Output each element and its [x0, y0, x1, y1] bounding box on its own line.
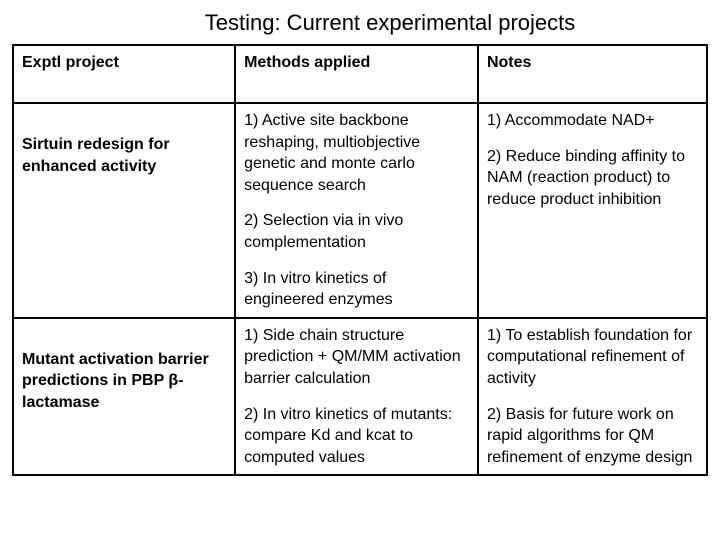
method-item: 3) In vitro kinetics of engineered enzym…: [244, 268, 469, 311]
header-notes: Notes: [478, 45, 707, 103]
note-item: 1) Accommodate NAD+: [487, 110, 698, 132]
methods-cell: 1) Side chain structure prediction + QM/…: [235, 318, 478, 476]
project-cell: Sirtuin redesign for enhanced activity: [13, 103, 235, 318]
table-header-row: Exptl project Methods applied Notes: [13, 45, 707, 103]
method-item: 2) Selection via in vivo complementation: [244, 210, 469, 253]
methods-cell: 1) Active site backbone reshaping, multi…: [235, 103, 478, 318]
page-title: Testing: Current experimental projects: [12, 10, 708, 36]
table-row: Sirtuin redesign for enhanced activity 1…: [13, 103, 707, 318]
notes-cell: 1) To establish foundation for computati…: [478, 318, 707, 476]
note-item: 2) Reduce binding affinity to NAM (react…: [487, 146, 698, 211]
table-row: Mutant activation barrier predictions in…: [13, 318, 707, 476]
method-item: 1) Side chain structure prediction + QM/…: [244, 325, 469, 390]
method-item: 1) Active site backbone reshaping, multi…: [244, 110, 469, 196]
header-project: Exptl project: [13, 45, 235, 103]
notes-cell: 1) Accommodate NAD+ 2) Reduce binding af…: [478, 103, 707, 318]
projects-table: Exptl project Methods applied Notes Sirt…: [12, 44, 708, 476]
method-item: 2) In vitro kinetics of mutants: compare…: [244, 404, 469, 469]
note-item: 1) To establish foundation for computati…: [487, 325, 698, 390]
note-item: 2) Basis for future work on rapid algori…: [487, 404, 698, 469]
header-methods: Methods applied: [235, 45, 478, 103]
project-cell: Mutant activation barrier predictions in…: [13, 318, 235, 476]
